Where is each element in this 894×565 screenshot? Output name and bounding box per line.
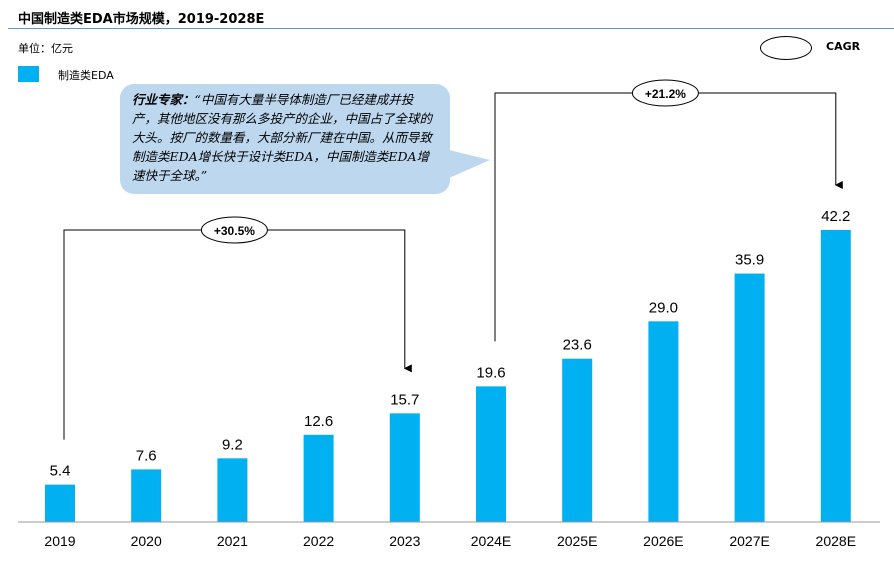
x-tick-label: 2022 bbox=[303, 533, 334, 549]
unit-label: 单位：亿元 bbox=[18, 42, 73, 55]
bar bbox=[45, 484, 75, 522]
data-label: 19.6 bbox=[476, 364, 505, 381]
bar bbox=[648, 321, 679, 522]
data-label: 15.7 bbox=[390, 391, 419, 408]
data-label: 42.2 bbox=[821, 208, 850, 225]
x-tick-label: 2023 bbox=[389, 533, 420, 549]
data-label: 5.4 bbox=[50, 463, 71, 480]
cagr-legend-ellipse bbox=[760, 36, 812, 60]
cagr-value: +30.5% bbox=[214, 224, 255, 238]
bar bbox=[820, 229, 851, 522]
legend-swatch bbox=[18, 66, 39, 82]
x-tick-label: 2024E bbox=[471, 533, 511, 549]
title-divider bbox=[8, 28, 894, 29]
callout-pointer bbox=[449, 150, 490, 178]
data-label: 23.6 bbox=[563, 337, 592, 354]
cagr-ellipse bbox=[200, 216, 268, 244]
x-tick-label: 2026E bbox=[643, 533, 683, 549]
data-label: 12.6 bbox=[304, 413, 333, 430]
legend-label: 制造类EDA bbox=[58, 69, 114, 82]
cagr-legend-label: CAGR bbox=[826, 40, 861, 53]
bar bbox=[389, 413, 420, 522]
bar bbox=[131, 469, 162, 522]
x-tick-label: 2027E bbox=[729, 533, 769, 549]
callout-speaker: 行业专家： bbox=[132, 92, 195, 107]
x-tick-label: 2021 bbox=[217, 533, 248, 549]
callout-quote: “中国有大量半导体制造厂已经建成并投产，其他地区没有那么多投产的企业，中国占了全… bbox=[132, 92, 433, 183]
bar bbox=[562, 358, 593, 522]
expert-callout: 行业专家：“中国有大量半导体制造厂已经建成并投产，其他地区没有那么多投产的企业，… bbox=[120, 84, 450, 194]
x-tick-label: 2019 bbox=[44, 533, 75, 549]
cagr-ellipse bbox=[631, 79, 699, 107]
x-tick-label: 2020 bbox=[131, 533, 162, 549]
data-label: 9.2 bbox=[222, 436, 243, 453]
data-label: 35.9 bbox=[735, 252, 764, 269]
chart-title: 中国制造类EDA市场规模，2019-2028E bbox=[18, 12, 265, 27]
cagr-bracket bbox=[63, 229, 412, 440]
bar bbox=[303, 434, 334, 522]
cagr-value: +21.2% bbox=[645, 87, 686, 101]
bar bbox=[217, 458, 248, 522]
bar bbox=[476, 386, 506, 522]
data-label: 29.0 bbox=[649, 299, 678, 316]
bar bbox=[734, 273, 765, 522]
x-tick-label: 2025E bbox=[557, 533, 597, 549]
data-label: 7.6 bbox=[136, 447, 157, 464]
x-tick-label: 2028E bbox=[816, 533, 856, 549]
